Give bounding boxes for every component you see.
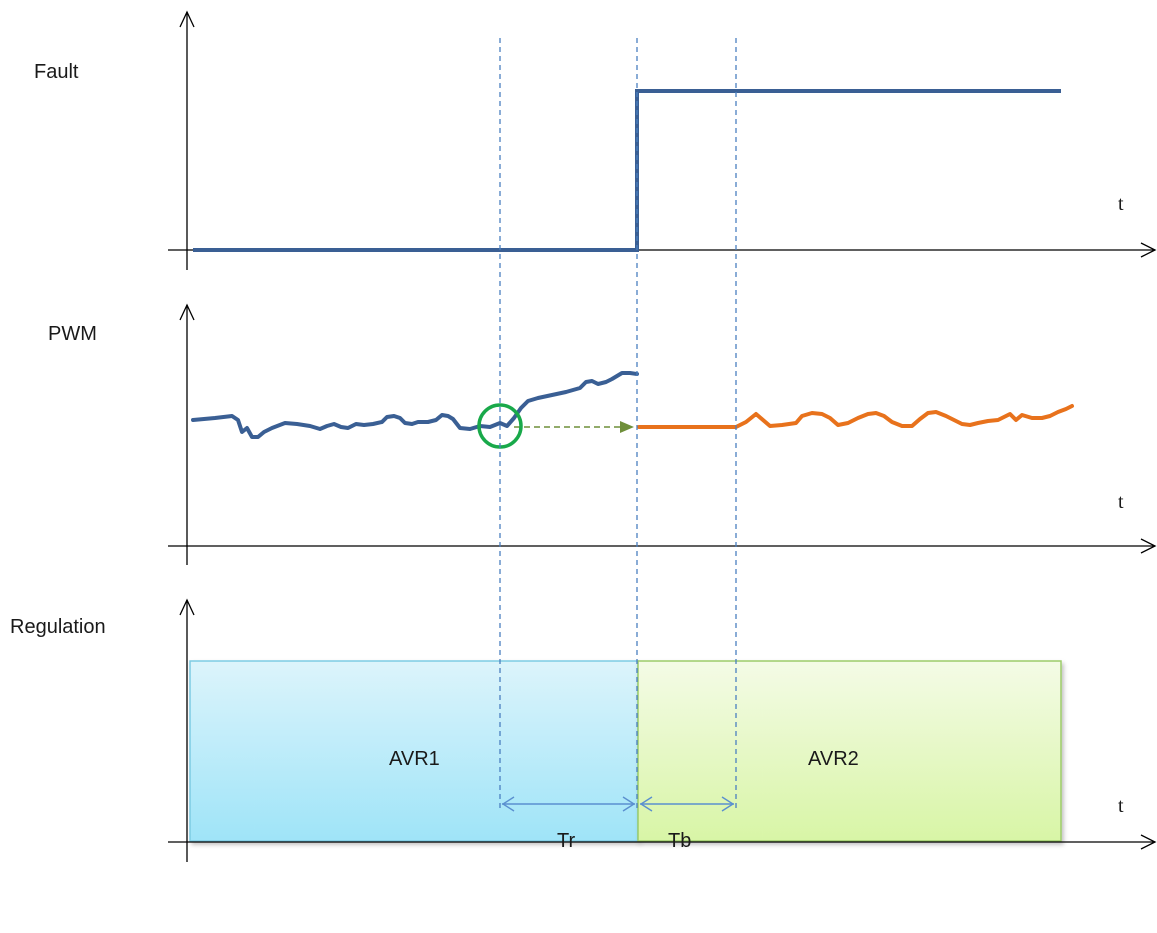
fault-t-label: t bbox=[1118, 193, 1124, 215]
fault-t-arrow-icon bbox=[1140, 242, 1157, 258]
tb-interval-label: Tb bbox=[668, 830, 691, 852]
pwm-hold-arrowhead-icon bbox=[620, 421, 634, 433]
regulation-t-arrow-icon bbox=[1140, 834, 1157, 850]
tr-arrow-right-icon bbox=[622, 796, 636, 812]
avr2-box bbox=[637, 660, 1062, 842]
pwm-y-arrow-icon bbox=[179, 303, 195, 321]
pwm-signal-label: PWM bbox=[48, 323, 97, 345]
pwm-panel: PWM t bbox=[48, 303, 1157, 565]
fault-signal-label: Fault bbox=[34, 61, 79, 83]
pwm-t-label: t bbox=[1118, 491, 1124, 513]
fault-y-arrow-icon bbox=[179, 10, 195, 28]
tb-arrow-right-icon bbox=[721, 796, 735, 812]
regulation-t-label: t bbox=[1118, 795, 1124, 817]
tr-interval-label: Tr bbox=[557, 830, 575, 852]
tb-interval: Tb bbox=[639, 796, 735, 852]
regulation-panel: Regulation AVR1 AVR2 t bbox=[10, 598, 1157, 862]
fault-panel: Fault t bbox=[34, 10, 1157, 270]
regulation-y-arrow-icon bbox=[179, 598, 195, 616]
pwm-t-arrow-icon bbox=[1140, 538, 1157, 554]
pwm-primary-trace bbox=[191, 371, 639, 439]
regulation-signal-label: Regulation bbox=[10, 616, 106, 638]
tr-interval: Tr bbox=[501, 796, 636, 852]
tr-arrow-left-icon bbox=[501, 796, 515, 812]
avr2-box-label: AVR2 bbox=[808, 748, 859, 770]
pwm-backup-trace bbox=[637, 404, 1074, 429]
avr1-box-label: AVR1 bbox=[389, 748, 440, 770]
fault-signal-line bbox=[193, 89, 1061, 252]
avr1-box bbox=[189, 660, 639, 842]
tb-arrow-left-icon bbox=[639, 796, 653, 812]
